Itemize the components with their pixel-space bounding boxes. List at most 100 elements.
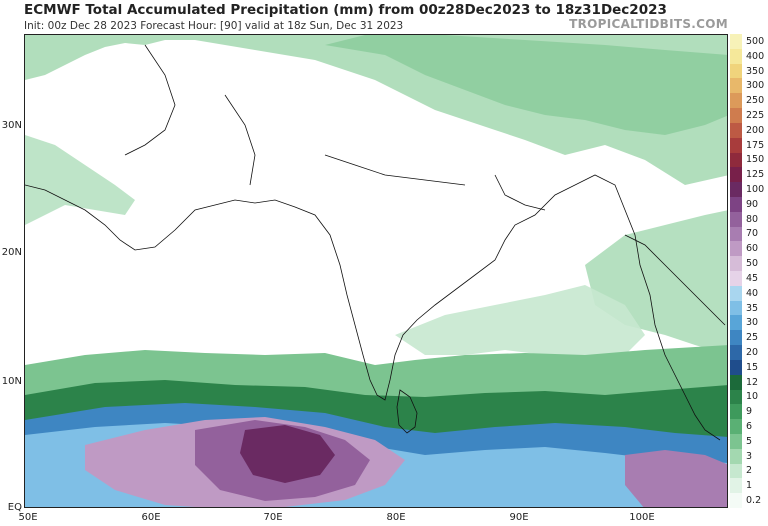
colorbar-step: 12 bbox=[730, 374, 768, 390]
colorbar-step: 500 bbox=[730, 34, 768, 49]
colorbar-step: 30 bbox=[730, 315, 768, 331]
lon-label-60e: 60E bbox=[141, 512, 161, 523]
lat-label-10n: 10N bbox=[1, 376, 22, 387]
colorbar-swatch bbox=[730, 78, 742, 94]
colorbar-step: 45 bbox=[730, 271, 768, 286]
colorbar-label: 9 bbox=[746, 406, 753, 418]
lat-label-eq: EQ bbox=[7, 502, 22, 513]
colorbar-swatch bbox=[730, 256, 742, 271]
lat-label-20n: 20N bbox=[1, 247, 22, 258]
colorbar-label: 80 bbox=[746, 213, 759, 225]
colorbar-swatch bbox=[730, 330, 742, 346]
colorbar-step: 3 bbox=[730, 448, 768, 464]
precip-region-bay-of-bengal bbox=[395, 285, 645, 365]
precipitation-colorbar: 500 400 350 300 250 225 200 175 150 125 100 90 80 70 6… bbox=[730, 34, 768, 508]
colorbar-swatch bbox=[730, 226, 742, 242]
colorbar-step: 100 bbox=[730, 182, 768, 197]
colorbar-step: 35 bbox=[730, 300, 768, 316]
colorbar-label: 25 bbox=[746, 332, 759, 344]
colorbar-label: 225 bbox=[746, 109, 765, 121]
colorbar-label: 40 bbox=[746, 287, 759, 299]
colorbar-label: 15 bbox=[746, 361, 759, 373]
colorbar-label: 0.2 bbox=[746, 495, 762, 507]
forecast-info: Init: 00z Dec 28 2023 Forecast Hour: [90… bbox=[24, 20, 404, 32]
colorbar-label: 10 bbox=[746, 391, 759, 403]
colorbar-label: 45 bbox=[746, 272, 759, 284]
colorbar-label: 90 bbox=[746, 198, 759, 210]
colorbar-step: 400 bbox=[730, 48, 768, 64]
colorbar-swatch bbox=[730, 48, 742, 64]
colorbar-step: 200 bbox=[730, 122, 768, 138]
precip-region-himalaya-inner bbox=[325, 35, 727, 135]
colorbar-swatch bbox=[730, 433, 742, 449]
precip-region-purple-dark bbox=[240, 425, 335, 483]
colorbar-swatch bbox=[730, 122, 742, 138]
colorbar-step: 300 bbox=[730, 78, 768, 94]
colorbar-swatch bbox=[730, 108, 742, 123]
colorbar-swatch bbox=[730, 152, 742, 168]
colorbar-swatch bbox=[730, 34, 742, 49]
colorbar-swatch bbox=[730, 315, 742, 331]
colorbar-label: 175 bbox=[746, 139, 765, 151]
colorbar-step: 20 bbox=[730, 345, 768, 360]
colorbar-label: 12 bbox=[746, 376, 759, 388]
colorbar-label: 300 bbox=[746, 80, 765, 92]
colorbar-label: 20 bbox=[746, 346, 759, 358]
colorbar-label: 60 bbox=[746, 243, 759, 255]
colorbar-label: 6 bbox=[746, 421, 753, 433]
colorbar-step: 80 bbox=[730, 211, 768, 227]
lat-label-30n: 30N bbox=[1, 120, 22, 131]
colorbar-label: 400 bbox=[746, 50, 765, 62]
brand-watermark: TROPICALTIDBITS.COM bbox=[569, 17, 728, 31]
colorbar-step: 70 bbox=[730, 226, 768, 242]
colorbar-swatch bbox=[730, 137, 742, 153]
colorbar-label: 200 bbox=[746, 124, 765, 136]
precipitation-map bbox=[24, 34, 728, 508]
colorbar-swatch bbox=[730, 167, 742, 183]
colorbar-label: 35 bbox=[746, 302, 759, 314]
map-title: ECMWF Total Accumulated Precipitation (m… bbox=[24, 2, 667, 18]
colorbar-swatch bbox=[730, 271, 742, 286]
colorbar-label: 30 bbox=[746, 317, 759, 329]
colorbar-label: 350 bbox=[746, 65, 765, 77]
colorbar-swatch bbox=[730, 241, 742, 257]
map-graphic bbox=[25, 35, 727, 507]
lon-label-50e: 50E bbox=[18, 512, 38, 523]
colorbar-swatch bbox=[730, 182, 742, 197]
colorbar-swatch bbox=[730, 345, 742, 360]
colorbar-label: 5 bbox=[746, 435, 753, 447]
colorbar-step: 40 bbox=[730, 285, 768, 301]
colorbar-step: 225 bbox=[730, 108, 768, 123]
colorbar-swatch bbox=[730, 211, 742, 227]
colorbar-label: 2 bbox=[746, 465, 753, 477]
colorbar-label: 250 bbox=[746, 95, 765, 107]
country-borders bbox=[25, 44, 726, 441]
colorbar-swatch bbox=[730, 63, 742, 79]
colorbar-label: 125 bbox=[746, 169, 765, 181]
colorbar-swatch bbox=[730, 404, 742, 420]
colorbar-step: 60 bbox=[730, 241, 768, 257]
colorbar-swatch bbox=[730, 93, 742, 109]
colorbar-step: 175 bbox=[730, 137, 768, 153]
colorbar-swatch bbox=[730, 463, 742, 479]
colorbar-swatch bbox=[730, 493, 742, 508]
lon-label-100e: 100E bbox=[629, 512, 655, 523]
lon-label-80e: 80E bbox=[386, 512, 406, 523]
lon-label-70e: 70E bbox=[263, 512, 283, 523]
colorbar-swatch bbox=[730, 359, 742, 375]
colorbar-swatch bbox=[730, 285, 742, 301]
colorbar-step: 90 bbox=[730, 196, 768, 212]
colorbar-step: 0.2 bbox=[730, 493, 768, 508]
colorbar-label: 1 bbox=[746, 480, 753, 492]
precip-region-arabia bbox=[25, 135, 135, 225]
colorbar-swatch bbox=[730, 196, 742, 212]
colorbar-step: 10 bbox=[730, 389, 768, 405]
colorbar-label: 150 bbox=[746, 154, 765, 166]
colorbar-swatch bbox=[730, 389, 742, 405]
colorbar-step: 5 bbox=[730, 433, 768, 449]
lon-label-90e: 90E bbox=[509, 512, 529, 523]
colorbar-step: 6 bbox=[730, 419, 768, 434]
colorbar-label: 500 bbox=[746, 35, 765, 47]
colorbar-step: 150 bbox=[730, 152, 768, 168]
colorbar-label: 70 bbox=[746, 228, 759, 240]
